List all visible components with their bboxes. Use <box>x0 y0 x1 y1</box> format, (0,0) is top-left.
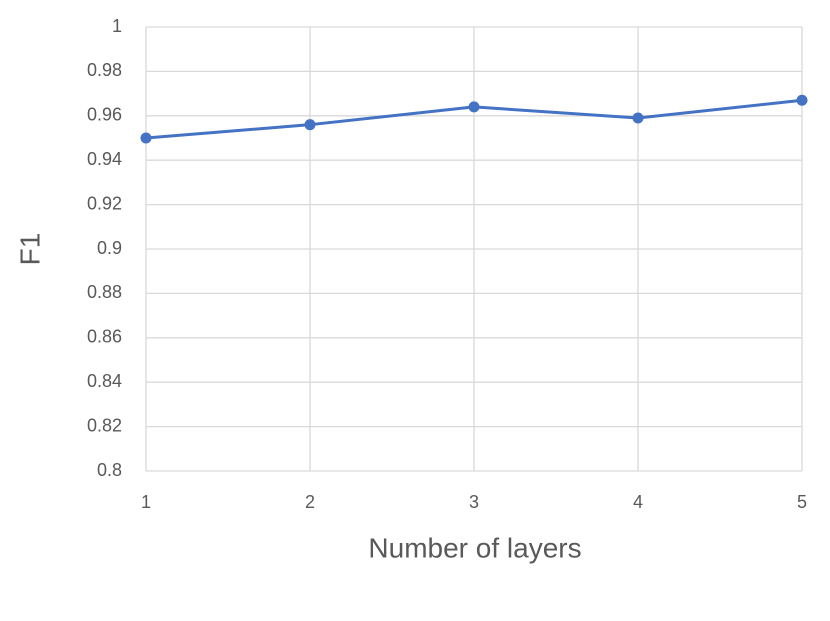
marker <box>468 101 480 113</box>
y-tick-label: 0.94 <box>87 149 122 169</box>
x-tick-label: 2 <box>305 492 315 512</box>
x-tick-label: 4 <box>633 492 643 512</box>
marker <box>796 94 808 106</box>
x-tick-label: 1 <box>141 492 151 512</box>
marker <box>140 132 152 144</box>
y-tick-label: 0.84 <box>87 371 122 391</box>
y-tick-label: 0.86 <box>87 327 122 347</box>
y-tick-label: 1 <box>112 16 122 36</box>
y-tick-label: 0.96 <box>87 105 122 125</box>
y-tick-label: 0.82 <box>87 415 122 435</box>
y-tick-label: 0.92 <box>87 193 122 213</box>
y-tick-label: 0.98 <box>87 60 122 80</box>
marker <box>632 112 644 124</box>
x-tick-label: 3 <box>469 492 479 512</box>
y-axis-title: F1 <box>14 233 45 266</box>
y-tick-label: 0.88 <box>87 282 122 302</box>
marker <box>304 119 316 131</box>
x-tick-label: 5 <box>797 492 807 512</box>
x-axis-title: Number of layers <box>368 532 581 563</box>
y-tick-label: 0.8 <box>97 460 122 480</box>
y-tick-label: 0.9 <box>97 238 122 258</box>
